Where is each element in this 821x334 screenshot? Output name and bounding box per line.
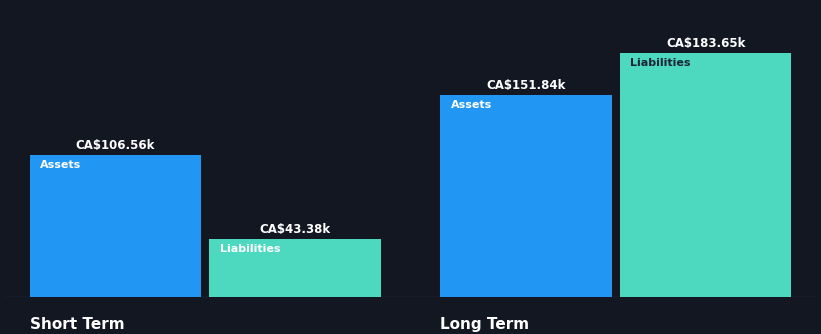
Text: Assets: Assets: [40, 160, 81, 170]
Text: Assets: Assets: [451, 100, 492, 110]
Text: CA$183.65k: CA$183.65k: [666, 37, 745, 50]
Text: Liabilities: Liabilities: [631, 58, 690, 68]
Text: Short Term: Short Term: [30, 317, 125, 332]
Text: CA$106.56k: CA$106.56k: [76, 139, 155, 152]
Bar: [209, 239, 381, 297]
Bar: [440, 95, 612, 297]
Text: CA$43.38k: CA$43.38k: [259, 223, 331, 236]
Text: CA$151.84k: CA$151.84k: [486, 79, 566, 92]
Text: Liabilities: Liabilities: [220, 244, 280, 255]
Text: Long Term: Long Term: [440, 317, 530, 332]
Bar: [620, 52, 791, 297]
Bar: [30, 155, 201, 297]
